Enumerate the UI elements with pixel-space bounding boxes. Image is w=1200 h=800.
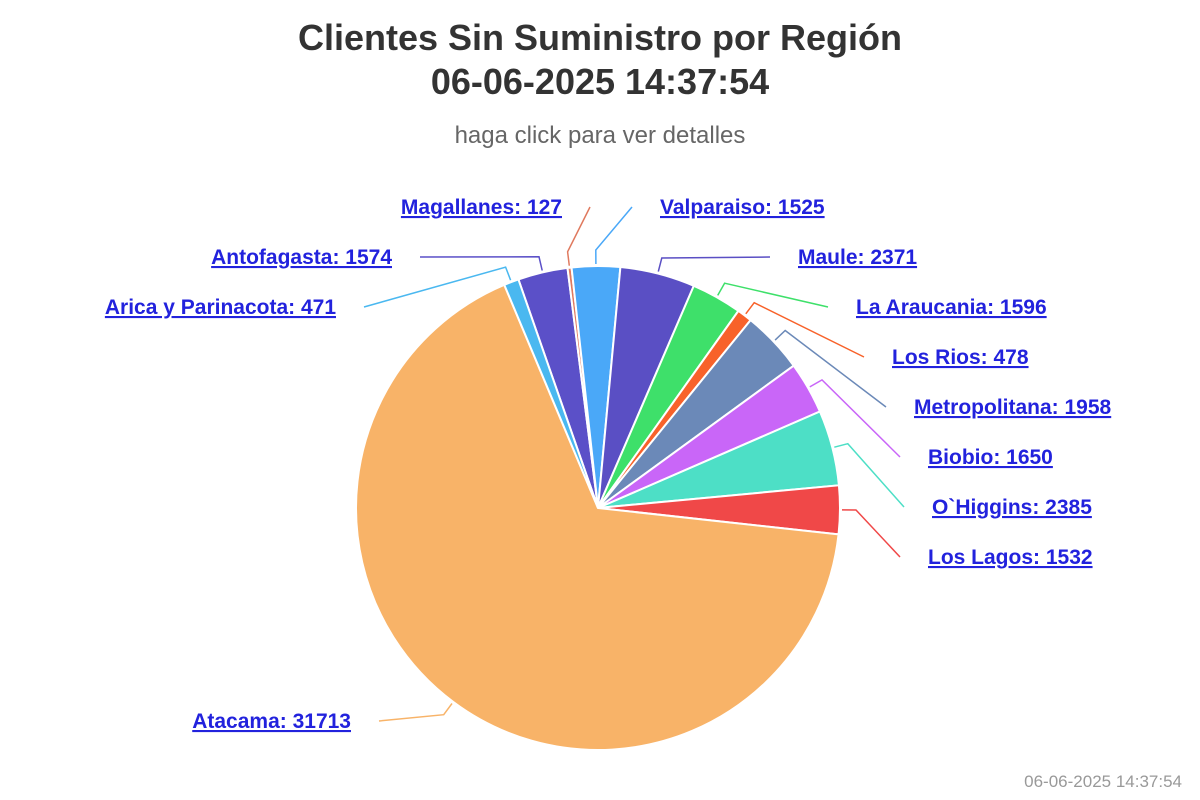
data-label-los-rios[interactable]: Los Rios: 478 <box>892 346 1029 369</box>
data-labels: Antofagasta: 1574 Magallanes: 127 Valparai… <box>105 196 1112 733</box>
data-label-magallanes[interactable]: Magallanes: 127 <box>401 196 562 219</box>
data-label-los-lagos[interactable]: Los Lagos: 1532 <box>928 546 1093 569</box>
connector-o-higgins <box>834 442 905 508</box>
chart-subtitle: haga click para ver detalles <box>455 122 746 149</box>
footer-timestamp: 06-06-2025 14:37:54 <box>1024 772 1182 791</box>
connector-metropolitana <box>774 329 887 408</box>
data-label-la-araucania[interactable]: La Araucania: 1596 <box>856 296 1047 319</box>
connector-atacama <box>378 703 453 722</box>
pie-slice-arica-y-parinacota[interactable] <box>502 278 599 509</box>
connector-arica-y-parinacota <box>363 266 512 308</box>
connector-maule <box>657 256 771 272</box>
data-label-maule[interactable]: Maule: 2371 <box>798 246 917 269</box>
connector-lines <box>363 206 905 722</box>
data-label-metropolitana[interactable]: Metropolitana: 1958 <box>914 396 1112 419</box>
connector-antofagasta <box>419 256 543 271</box>
chart-title-line2: 06-06-2025 14:37:54 <box>431 61 769 102</box>
pie-slices <box>355 265 841 751</box>
data-label-antofagasta[interactable]: Antofagasta: 1574 <box>211 246 392 269</box>
data-label-atacama[interactable]: Atacama: 31713 <box>192 710 351 733</box>
connector-los-lagos <box>841 509 901 558</box>
connector-los-rios <box>745 301 865 358</box>
connector-valparaiso <box>595 206 633 265</box>
data-label-o-higgins[interactable]: O`Higgins: 2385 <box>932 496 1092 519</box>
pie-slice-atacama[interactable] <box>355 283 840 751</box>
connector-biobio <box>809 378 901 458</box>
data-label-valparaiso[interactable]: Valparaiso: 1525 <box>660 196 825 219</box>
chart-title-line1: Clientes Sin Suministro por Región <box>298 17 902 58</box>
connector-la-araucania <box>717 282 829 308</box>
data-label-arica-y-parinacota[interactable]: Arica y Parinacota: 471 <box>105 296 336 319</box>
data-label-biobio[interactable]: Biobio: 1650 <box>928 446 1053 469</box>
connector-magallanes <box>566 206 591 266</box>
